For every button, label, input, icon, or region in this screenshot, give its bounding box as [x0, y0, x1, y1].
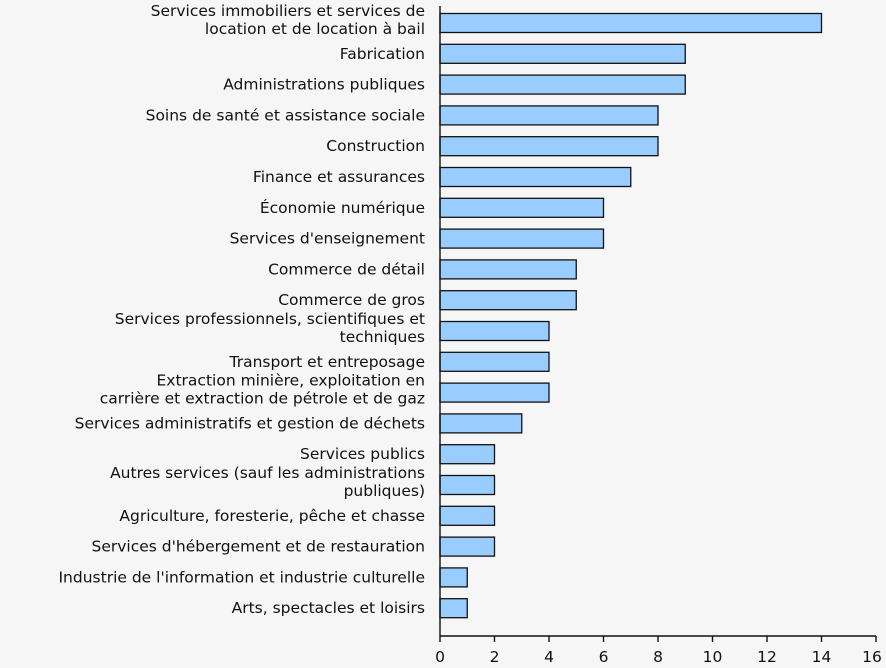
category-label-18: Services d'hébergement et de restauratio…: [91, 538, 425, 556]
category-label-line: Services d'enseignement: [230, 230, 425, 248]
category-label-line: Autres services (sauf les administration…: [110, 464, 425, 482]
category-label-10: Commerce de gros: [278, 291, 425, 309]
category-label-line: Services administratifs et gestion de dé…: [75, 414, 425, 432]
category-label-3: Administrations publiques: [223, 76, 425, 94]
bar-12: [439, 351, 550, 372]
bar-17: [439, 505, 496, 526]
bar-15: [439, 444, 496, 465]
bars-group: [439, 12, 823, 619]
category-label-line: Commerce de gros: [278, 291, 425, 309]
category-label-line: Services d'hébergement et de restauratio…: [91, 538, 425, 556]
bar-4: [439, 105, 659, 126]
category-label-1: Services immobiliers et services de locat…: [151, 2, 425, 38]
bar-3: [439, 74, 686, 95]
category-label-line: Arts, spectacles et loisirs: [232, 599, 425, 617]
category-label-line: Industrie de l'information et industrie …: [58, 568, 425, 586]
bar-7: [439, 197, 605, 218]
category-label-line: Administrations publiques: [223, 76, 425, 94]
category-label-line: carrière et extraction de pétrole et de …: [100, 390, 425, 408]
x-tick-label: 4: [544, 648, 554, 666]
category-label-line: Services immobiliers et services de: [151, 2, 425, 20]
category-label-11: Services professionnels, scientifiques e…: [115, 310, 425, 346]
bar-8: [439, 228, 605, 249]
category-label-9: Commerce de détail: [268, 260, 425, 278]
x-tick-label: 14: [812, 648, 832, 666]
category-label-line: Finance et assurances: [253, 168, 425, 186]
category-label-line: Extraction minière, exploitation en: [157, 372, 425, 390]
category-label-line: Commerce de détail: [268, 260, 425, 278]
bar-2: [439, 43, 686, 64]
bar-5: [439, 136, 659, 157]
category-label-14: Services administratifs et gestion de dé…: [75, 414, 425, 432]
category-label-line: location et de location à bail: [205, 20, 425, 38]
category-labels-group: Services immobiliers et services de locat…: [58, 2, 425, 617]
bar-14: [439, 413, 523, 434]
category-label-line: Transport et entreposage: [229, 353, 425, 371]
category-label-line: publiques): [344, 482, 425, 500]
x-tick-label: 0: [435, 648, 445, 666]
category-label-line: Fabrication: [340, 45, 425, 63]
category-label-line: Services professionnels, scientifiques e…: [115, 310, 425, 328]
x-tick-label: 10: [703, 648, 723, 666]
category-label-line: Construction: [326, 137, 425, 155]
bar-13: [439, 382, 550, 403]
category-label-line: techniques: [340, 328, 425, 346]
bar-11: [439, 320, 550, 342]
category-label-line: Soins de santé et assistance sociale: [146, 106, 425, 124]
category-label-line: Économie numérique: [260, 198, 425, 217]
bar-10: [439, 290, 577, 311]
category-label-8: Services d'enseignement: [230, 230, 425, 248]
category-label-19: Industrie de l'information et industrie …: [58, 568, 425, 586]
bar-19: [439, 567, 468, 588]
category-label-2: Fabrication: [340, 45, 425, 63]
bar-16: [439, 474, 496, 496]
x-tick-label: 8: [653, 648, 663, 666]
bar-1: [439, 12, 823, 34]
category-label-20: Arts, spectacles et loisirs: [232, 599, 425, 617]
category-label-6: Finance et assurances: [253, 168, 425, 186]
x-tick-label: 2: [490, 648, 500, 666]
bar-6: [439, 166, 632, 188]
bar-18: [439, 536, 496, 557]
bar-20: [439, 598, 468, 619]
x-tick-label: 12: [757, 648, 777, 666]
category-label-line: Agriculture, foresterie, pêche et chasse: [119, 507, 425, 525]
category-label-12: Transport et entreposage: [229, 353, 425, 371]
category-label-15: Services publics: [300, 445, 425, 463]
category-label-4: Soins de santé et assistance sociale: [146, 106, 425, 124]
x-tick-label: 6: [599, 648, 609, 666]
category-label-17: Agriculture, foresterie, pêche et chasse: [119, 507, 425, 525]
bar-9: [439, 259, 577, 280]
x-tick-label: 16: [862, 648, 882, 666]
category-label-line: Services publics: [300, 445, 425, 463]
category-label-5: Construction: [326, 137, 425, 155]
category-label-7: Économie numérique: [260, 198, 425, 217]
category-label-16: Autres services (sauf les administration…: [110, 464, 425, 500]
x-axis-ticks-group: 0 2 4 6 8 10 12 14 16: [435, 636, 882, 666]
category-label-13: Extraction minière, exploitation en carri…: [100, 372, 425, 408]
